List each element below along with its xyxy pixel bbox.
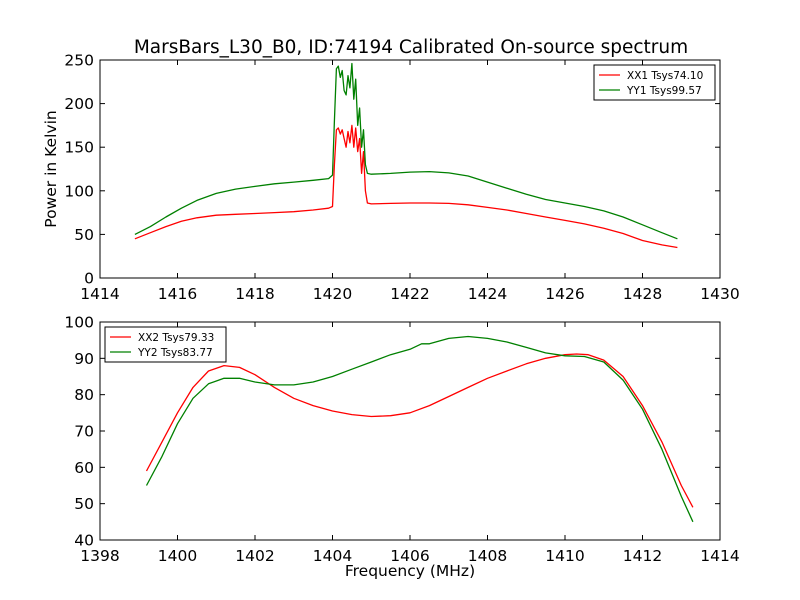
top-chart-ytick-label: 150 bbox=[64, 139, 94, 157]
top-chart-ylabel: Power in Kelvin bbox=[42, 110, 60, 227]
bottom-chart-ytick-label: 80 bbox=[74, 386, 94, 404]
top-chart-legend-label: XX1 Tsys74.10 bbox=[627, 70, 703, 82]
top-chart-ytick-label: 0 bbox=[84, 270, 94, 288]
bottom-chart-ytick-label: 70 bbox=[74, 423, 94, 441]
bottom-chart-legend-label: YY2 Tsys83.77 bbox=[137, 347, 213, 359]
top-chart-xtick-label: 1430 bbox=[700, 285, 739, 303]
bottom-chart-series-1-line bbox=[145, 353, 694, 508]
top-chart-xtick-label: 1420 bbox=[313, 285, 352, 303]
bottom-chart-xtick-label: 1402 bbox=[235, 547, 274, 565]
bottom-chart-xlabel: Frequency (MHz) bbox=[345, 562, 475, 580]
top-chart-ytick-label: 100 bbox=[64, 182, 94, 200]
bottom-chart: 1398 1400 1402 1404 1406 1408 1410 1412 1414 40 50… bbox=[64, 314, 739, 581]
bottom-chart-ytick-label: 40 bbox=[74, 532, 94, 550]
bottom-chart-ytick-label: 50 bbox=[74, 495, 94, 513]
bottom-chart-legend-label: XX2 Tsys79.33 bbox=[138, 332, 214, 344]
top-chart-ytick-label: 200 bbox=[64, 95, 94, 113]
bottom-chart-xtick-label: 1406 bbox=[390, 547, 429, 565]
top-chart-xtick-label: 1428 bbox=[623, 285, 662, 303]
top-chart-legend: XX1 Tsys74.10 YY1 Tsys99.57 bbox=[593, 64, 716, 101]
bottom-chart-xtick-label: 1398 bbox=[80, 547, 119, 565]
bottom-chart-xtick-label: 1412 bbox=[623, 547, 662, 565]
bottom-chart-ytick-label: 90 bbox=[74, 350, 94, 368]
bottom-chart-xtick-label: 1414 bbox=[700, 547, 739, 565]
top-chart-xtick-label: 1414 bbox=[80, 285, 119, 303]
bottom-chart-series-2-line bbox=[145, 335, 694, 523]
top-chart-xtick-label: 1418 bbox=[235, 285, 274, 303]
bottom-chart-ytick-label: 100 bbox=[64, 314, 94, 332]
bottom-chart-xtick-label: 1410 bbox=[545, 547, 584, 565]
figure-title: MarsBars_L30_B0, ID:74194 Calibrated On-… bbox=[134, 37, 688, 58]
top-chart-xtick-label: 1416 bbox=[158, 285, 197, 303]
bottom-chart-xtick-label: 1400 bbox=[158, 547, 197, 565]
bottom-chart-ytick-label: 60 bbox=[74, 459, 94, 477]
top-chart-ytick-label: 50 bbox=[74, 226, 94, 244]
bottom-chart-legend: XX2 Tsys79.33 YY2 Tsys83.77 bbox=[104, 326, 227, 363]
top-chart: 1414 1416 1418 1420 1422 1424 1426 1428 1430 0 50 1… bbox=[42, 52, 740, 304]
top-chart-series-1-line bbox=[134, 124, 678, 249]
top-chart-ytick-label: 250 bbox=[64, 52, 94, 70]
bottom-chart-xtick-label: 1408 bbox=[468, 547, 507, 565]
top-chart-legend-box bbox=[593, 64, 716, 101]
bottom-chart-legend-box bbox=[104, 326, 227, 363]
top-chart-xtick-label: 1424 bbox=[468, 285, 507, 303]
top-chart-xtick-label: 1422 bbox=[390, 285, 429, 303]
top-chart-legend-label: YY1 Tsys99.57 bbox=[626, 85, 702, 97]
top-chart-xtick-label: 1426 bbox=[545, 285, 584, 303]
bottom-chart-xtick-label: 1404 bbox=[313, 547, 352, 565]
top-chart-series-2-line bbox=[134, 62, 678, 240]
